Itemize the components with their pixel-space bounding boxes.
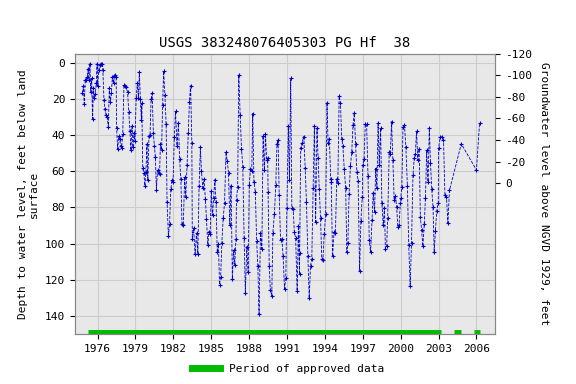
Y-axis label: Depth to water level, feet below land
surface: Depth to water level, feet below land su… [18,69,39,319]
Title: USGS 383248076405303 PG Hf  38: USGS 383248076405303 PG Hf 38 [160,36,411,50]
Legend: Period of approved data: Period of approved data [188,359,388,379]
Y-axis label: Groundwater level above NGVD 1929, feet: Groundwater level above NGVD 1929, feet [539,62,549,326]
